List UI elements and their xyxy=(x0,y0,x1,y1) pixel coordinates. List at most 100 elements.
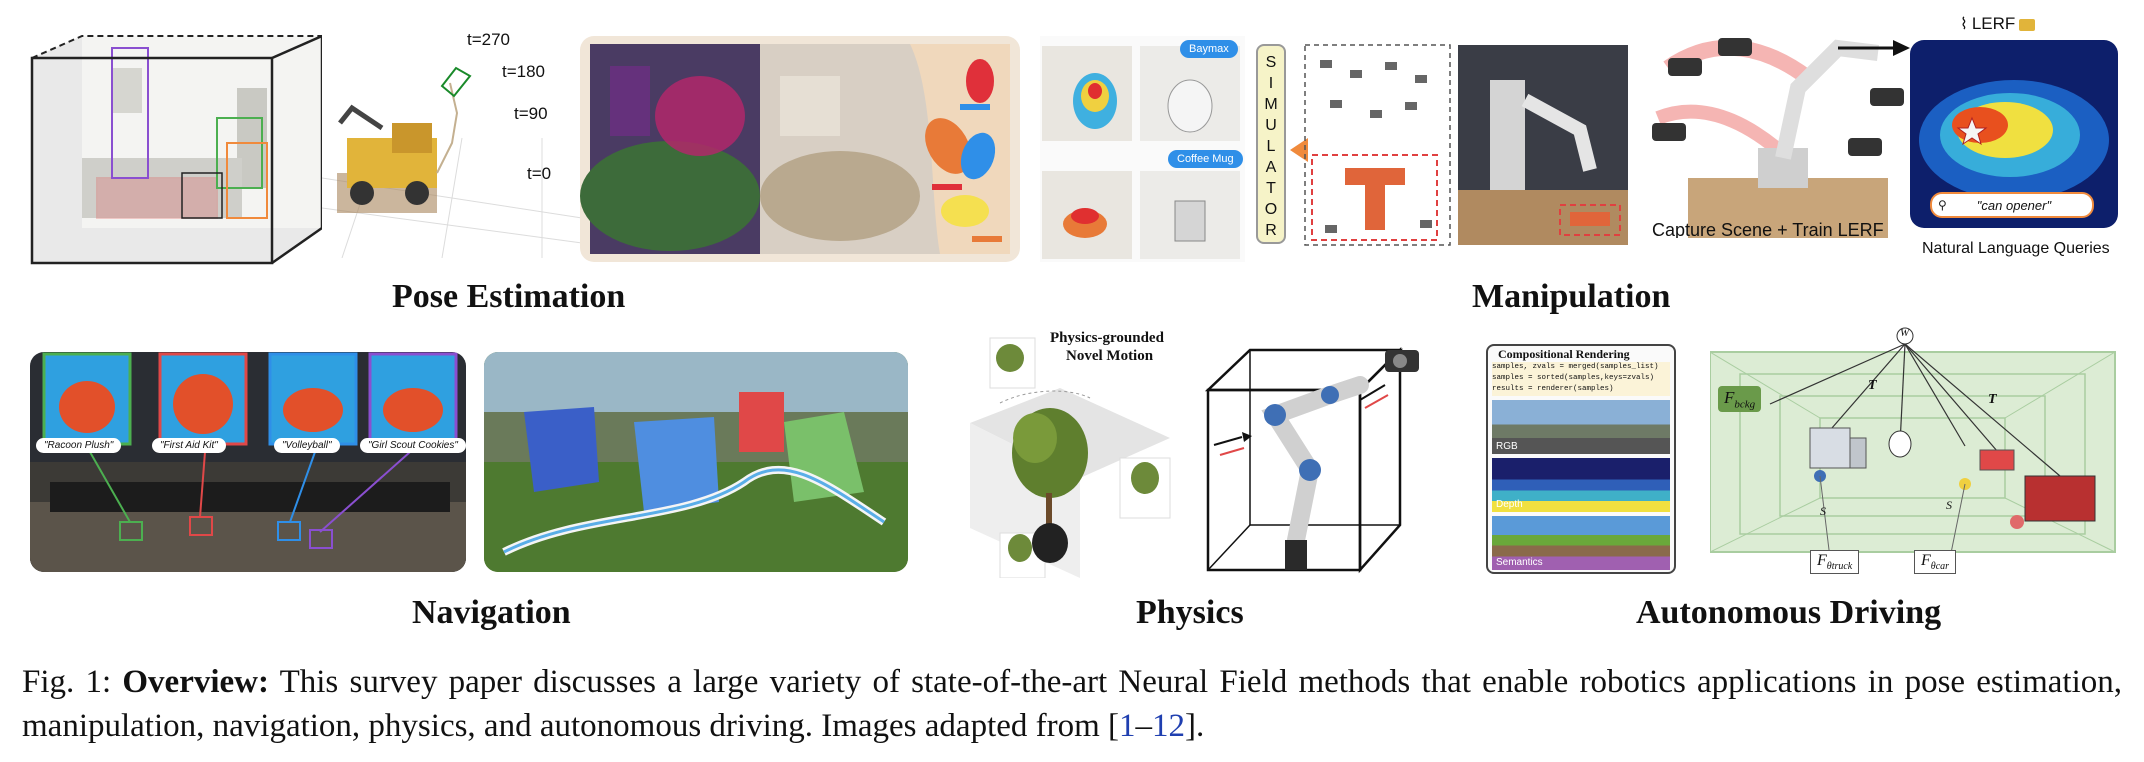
figure-caption: Fig. 1: Overview: This survey paper disc… xyxy=(22,660,2122,748)
natural-language-queries-label: Natural Language Queries xyxy=(1922,240,2110,257)
scene-graph-illustration xyxy=(1710,327,2116,559)
s2-label: S xyxy=(1946,498,1952,512)
code-line: samples, zvals = merged(samples_list) xyxy=(1492,363,1659,371)
pointcloud-illustration xyxy=(580,44,1010,254)
timestamp-270: t=270 xyxy=(467,30,511,49)
transform-label: T xyxy=(1988,392,1997,407)
camera-trajectory-illustration xyxy=(322,66,582,258)
depth-label: Depth xyxy=(1496,499,1523,510)
robot-arm-illustration xyxy=(1204,346,1419,574)
nav-query-first-aid: "First Aid Kit" xyxy=(152,438,226,453)
lerf-heatmap-illustration xyxy=(1919,80,2109,200)
nav-query-volleyball: "Volleyball" xyxy=(274,438,340,453)
sim-letter: M xyxy=(1264,96,1278,113)
paperclip-icon: ⌇ xyxy=(1960,16,1968,33)
car-sub: θcar xyxy=(1930,561,1950,573)
truck-node: Fθtruck xyxy=(1810,550,1860,575)
compositional-rendering-figure: Compositional Rendering samples, zvals =… xyxy=(1486,344,1676,574)
physics-title-line1: Physics-grounded xyxy=(1050,330,1164,346)
lerf-capture-illustration xyxy=(1652,38,1910,238)
gaussian-pointcloud-figure xyxy=(580,36,1020,262)
transform-node-2: T xyxy=(1988,392,1997,408)
tractor-icon xyxy=(2019,19,2036,32)
physics-title-line2: Novel Motion xyxy=(1066,348,1154,364)
code-line: samples = sorted(samples,keys=zvals) xyxy=(1492,374,1655,382)
timestamp-0: t=0 xyxy=(527,164,552,183)
sim-letter: L xyxy=(1266,138,1276,155)
navigation-title: Navigation xyxy=(412,594,571,631)
depth-tile: Depth xyxy=(1492,458,1670,512)
world-label: W xyxy=(1900,327,1910,339)
navigation-scene-figure xyxy=(484,352,908,572)
pose-estimation-title: Pose Estimation xyxy=(392,278,626,315)
caption-suffix: ]. xyxy=(1185,708,1205,744)
rgb-tile: RGB xyxy=(1492,400,1670,454)
car-node: Fθcar xyxy=(1914,550,1957,575)
query-bar: ⚲ "can opener" xyxy=(1930,192,2094,218)
sim-letter: R xyxy=(1265,222,1277,239)
physics-motion-illustration xyxy=(970,337,1171,578)
transform-label: T xyxy=(1868,378,1877,393)
lerf-capture-figure: Capture Scene + Train LERF xyxy=(1648,28,1910,238)
truck-sub: θtruck xyxy=(1826,561,1853,573)
bckg-node: Fbckg xyxy=(1718,386,1762,413)
caption-body: This survey paper discusses a large vari… xyxy=(22,664,2122,744)
bckg-sub: bckg xyxy=(1734,398,1756,411)
grasp-simulation-illustration xyxy=(1290,44,1628,246)
camera-trajectory-figure: t=270 t=180 t=90 t=0 xyxy=(322,28,582,258)
sim-letter: I xyxy=(1268,75,1274,92)
object-query-figure: Baymax Coffee Mug xyxy=(1040,36,1245,262)
simulator-letters: S I M U L A T O R xyxy=(1258,46,1284,241)
lerf-title-row: ⌇ LERF xyxy=(1960,14,2080,38)
world-node-label: W xyxy=(1900,327,1909,339)
navigation-query-illustration xyxy=(30,352,466,572)
simulator-label: S I M U L A T O R xyxy=(1256,44,1286,244)
citation-link-start[interactable]: 1 xyxy=(1119,708,1136,744)
nav-query-racoon: "Racoon Plush" xyxy=(36,438,122,453)
room-bbox-illustration xyxy=(30,34,322,265)
search-icon: ⚲ xyxy=(1938,197,1947,212)
caption-prefix: Fig. 1: xyxy=(22,664,123,700)
s1-label: S xyxy=(1820,504,1826,518)
physics-title: Physics xyxy=(1136,594,1244,631)
semantics-label: Semantics xyxy=(1496,557,1543,568)
sim-letter: A xyxy=(1265,159,1277,176)
code-box: samples, zvals = merged(samples_list) sa… xyxy=(1492,362,1670,396)
sim-letter: S xyxy=(1265,54,1277,71)
caption-bold: Overview: xyxy=(122,664,269,700)
lerf-title: LERF xyxy=(1971,14,2016,33)
manipulation-title: Manipulation xyxy=(1472,278,1671,315)
citation-dash: – xyxy=(1135,708,1153,744)
bckg-label: F xyxy=(1724,388,1735,407)
truck-label: F xyxy=(1817,552,1827,569)
physics-motion-figure: Physics-grounded Novel Motion xyxy=(940,328,1180,578)
sim-letter: T xyxy=(1266,180,1276,197)
s2-node: S xyxy=(1946,498,1952,513)
object-query-illustration xyxy=(1042,46,1240,259)
transform-node: T xyxy=(1868,378,1877,394)
citation-link-end[interactable]: 12 xyxy=(1152,708,1186,744)
lerf-heatmap-figure: ⚲ "can opener" xyxy=(1910,40,2118,228)
sim-letter: O xyxy=(1264,201,1278,218)
semantics-tile: Semantics xyxy=(1492,516,1670,570)
navigation-query-figure: "Racoon Plush" "First Aid Kit" "Volleyba… xyxy=(30,352,466,572)
robot-arm-figure xyxy=(1200,340,1430,574)
grasp-simulation-figure xyxy=(1290,40,1630,250)
scene-graph-figure: W Fbckg T T S S Fθtruck Fθcar xyxy=(1710,326,2120,578)
navigation-scene-illustration xyxy=(484,352,908,572)
car-label: F xyxy=(1921,552,1931,569)
s1-node: S xyxy=(1820,504,1826,519)
room-bbox-figure xyxy=(22,28,322,268)
timestamp-90: t=90 xyxy=(514,104,548,123)
nav-query-girl-scout: "Girl Scout Cookies" xyxy=(360,438,466,453)
code-line: results = renderer(samples) xyxy=(1492,385,1614,393)
rgb-label: RGB xyxy=(1496,441,1518,452)
baymax-bubble: Baymax xyxy=(1180,40,1238,58)
comp-title: Compositional Rendering xyxy=(1498,347,1630,361)
coffee-mug-bubble: Coffee Mug xyxy=(1168,150,1243,168)
capture-scene-label: Capture Scene + Train LERF xyxy=(1652,220,1884,238)
query-text: "can opener" xyxy=(1976,197,2052,213)
autonomous-driving-title: Autonomous Driving xyxy=(1636,594,1942,631)
timestamp-180: t=180 xyxy=(502,62,546,81)
sim-letter: U xyxy=(1265,117,1277,134)
